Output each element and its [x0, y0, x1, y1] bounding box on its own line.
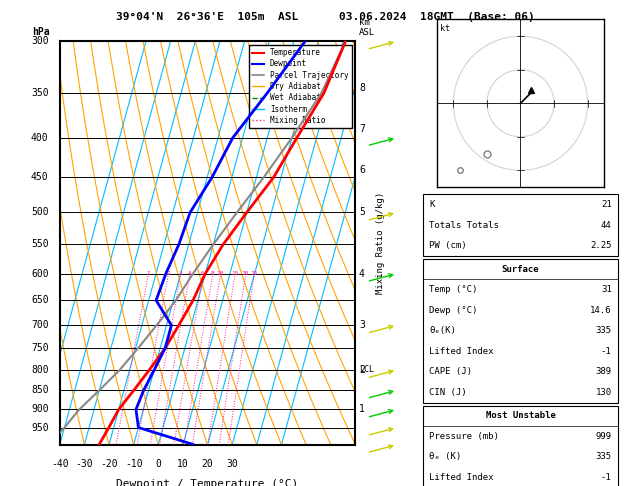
- Text: -20: -20: [100, 459, 118, 469]
- Text: PW (cm): PW (cm): [430, 241, 467, 250]
- Text: 600: 600: [31, 269, 48, 278]
- Text: 10: 10: [216, 271, 224, 277]
- Text: 5: 5: [359, 208, 365, 217]
- Text: hPa: hPa: [31, 27, 49, 37]
- Text: km
ASL: km ASL: [359, 18, 375, 37]
- Text: 999: 999: [596, 432, 611, 441]
- Text: 3: 3: [359, 320, 365, 330]
- Text: 0: 0: [155, 459, 161, 469]
- Text: 4: 4: [187, 271, 191, 277]
- Text: 350: 350: [31, 88, 48, 98]
- Text: Dewpoint / Temperature (°C): Dewpoint / Temperature (°C): [116, 479, 299, 486]
- Text: 1: 1: [146, 271, 150, 277]
- Text: Lifted Index: Lifted Index: [430, 473, 494, 482]
- Text: 2: 2: [166, 271, 170, 277]
- Text: 21: 21: [601, 200, 611, 209]
- Text: 14.6: 14.6: [590, 306, 611, 315]
- Text: 10: 10: [177, 459, 189, 469]
- Text: LCL: LCL: [359, 365, 374, 374]
- Text: Temp (°C): Temp (°C): [430, 285, 478, 294]
- Text: 300: 300: [31, 36, 48, 46]
- Text: 900: 900: [31, 404, 48, 415]
- Text: 389: 389: [596, 367, 611, 376]
- Text: 8: 8: [359, 83, 365, 93]
- Text: 450: 450: [31, 172, 48, 182]
- Text: 03.06.2024  18GMT  (Base: 06): 03.06.2024 18GMT (Base: 06): [339, 12, 535, 22]
- Text: θₑ(K): θₑ(K): [430, 326, 456, 335]
- Text: -1: -1: [601, 347, 611, 356]
- Text: 2: 2: [359, 365, 365, 375]
- Text: 2.25: 2.25: [590, 241, 611, 250]
- Text: 1: 1: [359, 404, 365, 415]
- FancyBboxPatch shape: [423, 194, 618, 256]
- Text: 700: 700: [31, 320, 48, 330]
- Text: 6: 6: [359, 165, 365, 174]
- Text: 550: 550: [31, 240, 48, 249]
- Text: 800: 800: [31, 365, 48, 375]
- Text: 15: 15: [231, 271, 238, 277]
- Text: 30: 30: [226, 459, 238, 469]
- Text: Mixing Ratio (g/kg): Mixing Ratio (g/kg): [376, 192, 385, 294]
- FancyBboxPatch shape: [423, 259, 618, 402]
- Text: 500: 500: [31, 208, 48, 217]
- Text: 20: 20: [242, 271, 249, 277]
- Text: θₑ (K): θₑ (K): [430, 452, 462, 461]
- Text: kt: kt: [440, 24, 450, 34]
- Text: -1: -1: [601, 473, 611, 482]
- Text: CIN (J): CIN (J): [430, 388, 467, 397]
- Text: 750: 750: [31, 343, 48, 353]
- Text: 850: 850: [31, 385, 48, 395]
- Text: Pressure (mb): Pressure (mb): [430, 432, 499, 441]
- Text: 130: 130: [596, 388, 611, 397]
- Text: 6: 6: [201, 271, 204, 277]
- Text: Totals Totals: Totals Totals: [430, 221, 499, 230]
- Text: 8: 8: [211, 271, 214, 277]
- Text: 335: 335: [596, 326, 611, 335]
- FancyBboxPatch shape: [423, 406, 618, 486]
- Text: -40: -40: [51, 459, 69, 469]
- Text: 39°04'N  26°36'E  105m  ASL: 39°04'N 26°36'E 105m ASL: [116, 12, 299, 22]
- Text: K: K: [430, 200, 435, 209]
- Text: 7: 7: [359, 124, 365, 134]
- Text: 20: 20: [202, 459, 213, 469]
- Text: 25: 25: [250, 271, 258, 277]
- Text: Most Unstable: Most Unstable: [486, 412, 555, 420]
- Text: -10: -10: [125, 459, 143, 469]
- Text: 44: 44: [601, 221, 611, 230]
- Text: CAPE (J): CAPE (J): [430, 367, 472, 376]
- Text: 650: 650: [31, 295, 48, 305]
- Text: 950: 950: [31, 422, 48, 433]
- Text: 3: 3: [179, 271, 182, 277]
- Text: 31: 31: [601, 285, 611, 294]
- Text: 335: 335: [596, 452, 611, 461]
- Legend: Temperature, Dewpoint, Parcel Trajectory, Dry Adiabat, Wet Adiabat, Isotherm, Mi: Temperature, Dewpoint, Parcel Trajectory…: [249, 45, 352, 128]
- Text: Dewp (°C): Dewp (°C): [430, 306, 478, 315]
- Text: 4: 4: [359, 269, 365, 278]
- Text: Lifted Index: Lifted Index: [430, 347, 494, 356]
- Text: -30: -30: [75, 459, 93, 469]
- Text: 400: 400: [31, 133, 48, 143]
- Text: Surface: Surface: [502, 265, 539, 274]
